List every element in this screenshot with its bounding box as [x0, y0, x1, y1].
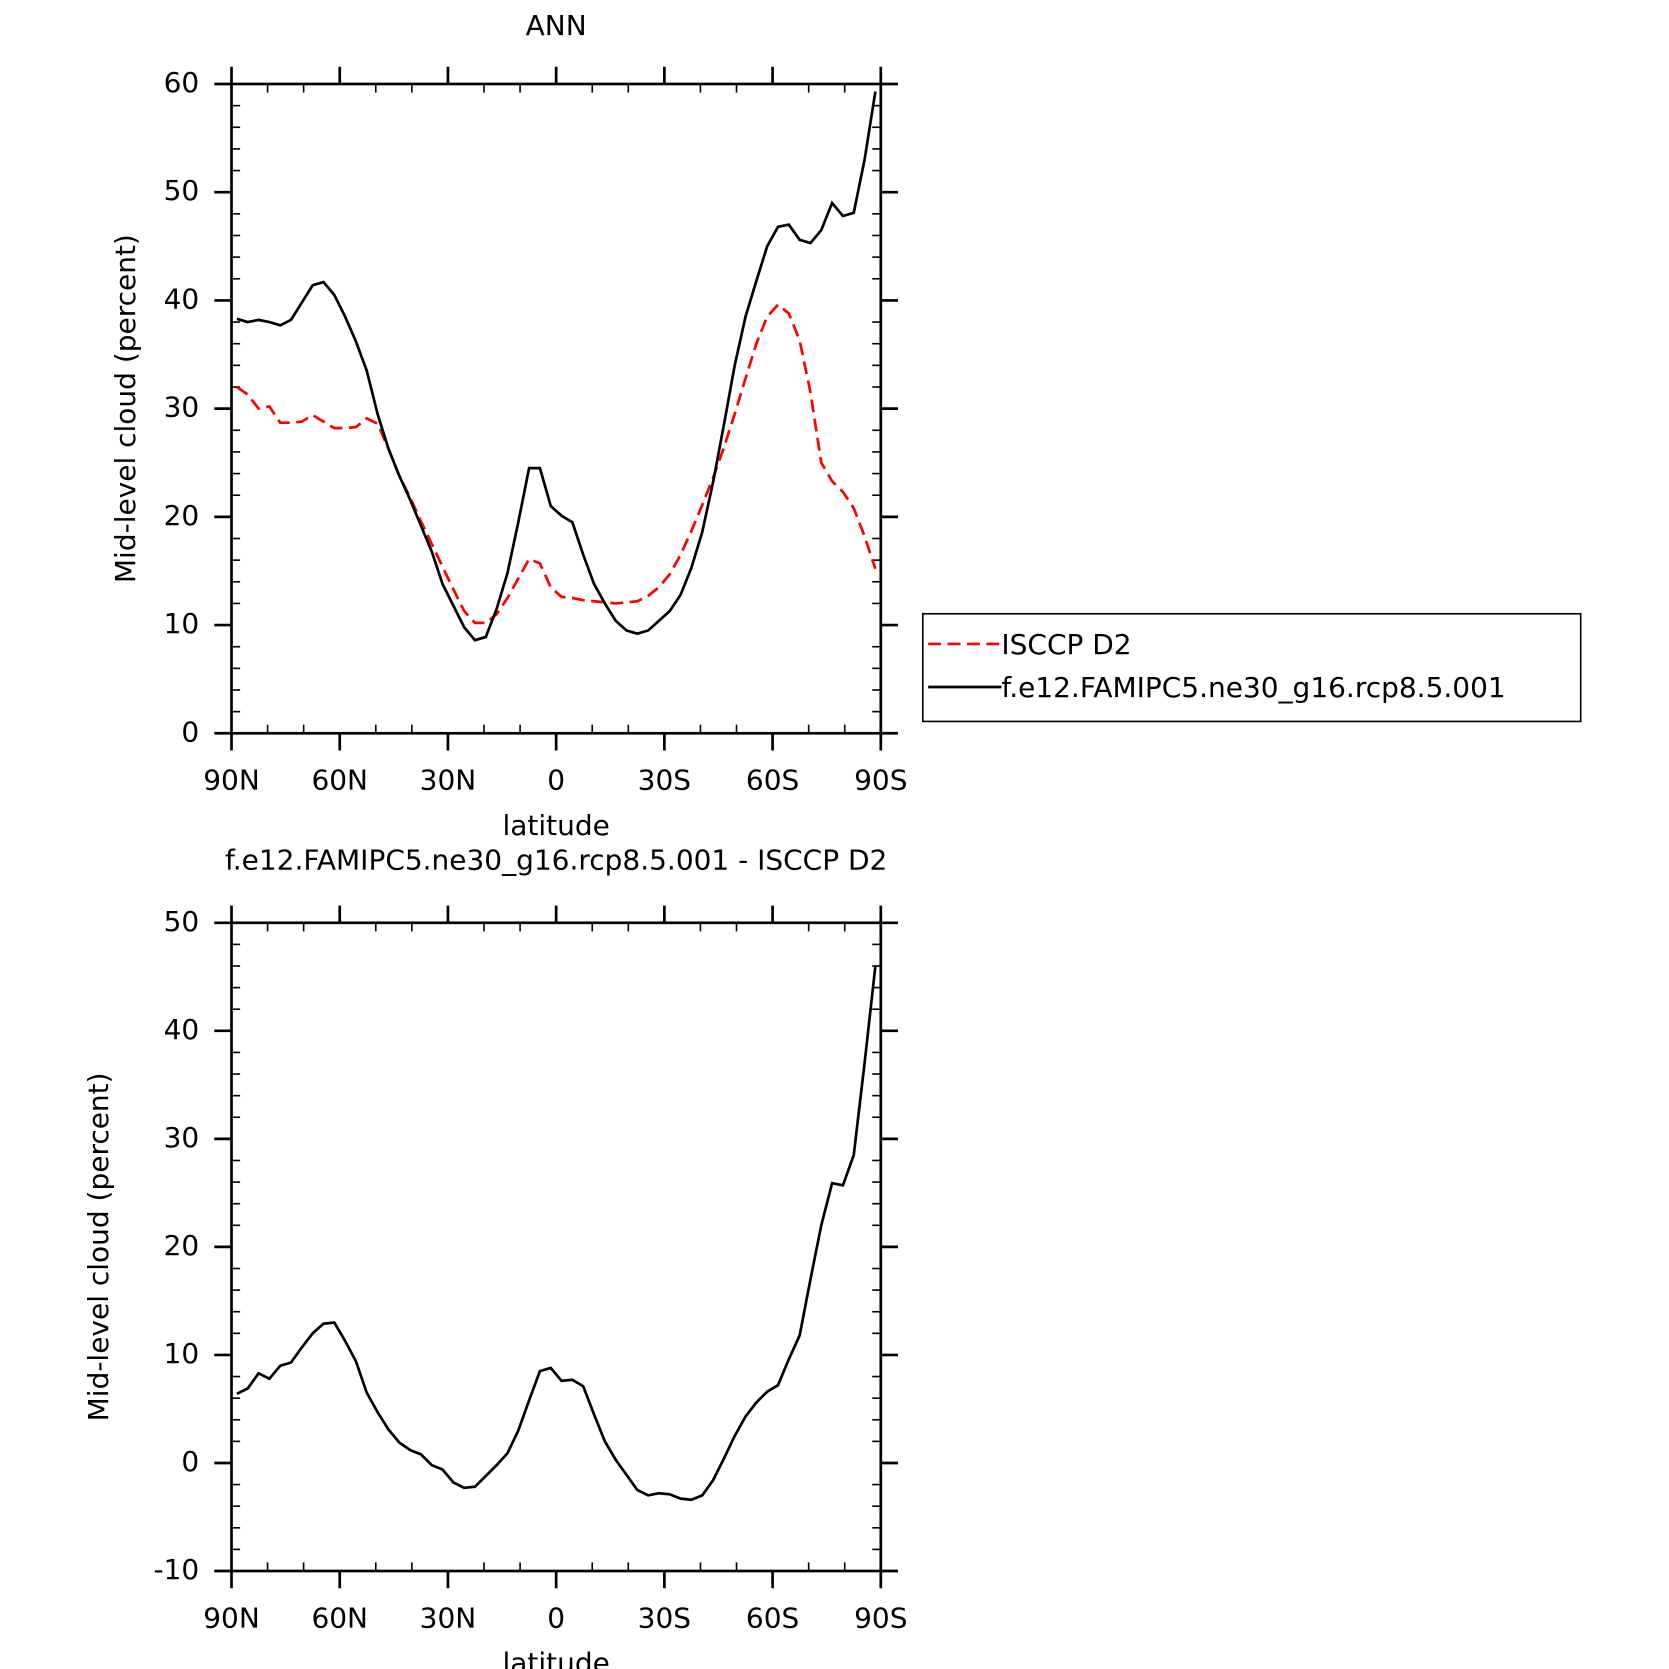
- y-tick-label: 10: [164, 1337, 200, 1370]
- legend-label: ISCCP D2: [1001, 628, 1131, 661]
- x-tick-label: 90S: [854, 1601, 907, 1634]
- data-line: [236, 91, 877, 642]
- y-axis-label: Mid-level cloud (percent): [82, 1072, 115, 1421]
- x-tick-label: 90N: [203, 764, 260, 797]
- x-tick-label: 30N: [420, 1601, 477, 1634]
- data-line: [236, 302, 877, 625]
- y-tick-label: 60: [164, 66, 200, 99]
- axes: f.e12.FAMIPC5.ne30_g16.rcp8.5.001 - ISCC…: [82, 843, 907, 1669]
- y-tick-label: 40: [164, 282, 200, 315]
- plot-frame: [230, 921, 883, 1573]
- x-tick-label: 30N: [420, 764, 477, 797]
- x-axis-label: latitude: [502, 809, 609, 842]
- x-tick-label: 90S: [854, 764, 907, 797]
- y-tick-label: 20: [164, 499, 200, 532]
- data-line: [236, 965, 877, 1502]
- x-tick-label: 90N: [203, 1601, 260, 1634]
- chart-title: f.e12.FAMIPC5.ne30_g16.rcp8.5.001 - ISCC…: [225, 843, 887, 876]
- y-tick-label: 30: [164, 391, 200, 424]
- y-tick-label: 50: [164, 905, 200, 938]
- y-tick-label: 30: [164, 1121, 200, 1154]
- x-tick-label: 60N: [311, 764, 368, 797]
- plot-frame: [230, 82, 883, 735]
- x-tick-label: 30S: [638, 1601, 691, 1634]
- legend-box: [921, 612, 1582, 723]
- x-tick-label: 0: [547, 1601, 565, 1634]
- legend-label: f.e12.FAMIPC5.ne30_g16.rcp8.5.001: [1001, 671, 1505, 704]
- y-tick-label: 10: [164, 607, 200, 640]
- y-tick-label: 40: [164, 1013, 200, 1046]
- y-tick-label: 0: [181, 1445, 199, 1478]
- x-axis-label: latitude: [502, 1647, 609, 1669]
- y-tick-label: 0: [181, 715, 199, 748]
- x-tick-label: 0: [547, 764, 565, 797]
- legend: ISCCP D2 f.e12.FAMIPC5.ne30_g16.rcp8.5.00…: [921, 612, 1582, 723]
- y-axis-label: Mid-level cloud (percent): [109, 234, 142, 583]
- x-tick-label: 60N: [311, 1601, 368, 1634]
- x-tick-label: 60S: [746, 764, 799, 797]
- y-tick-label: -10: [153, 1553, 199, 1586]
- y-tick-label: 20: [164, 1229, 200, 1262]
- axes: ANN latitude Mid-level cloud (percent) 0 10 2…: [109, 9, 907, 842]
- chart-title: ANN: [526, 9, 587, 42]
- x-tick-label: 60S: [746, 1601, 799, 1634]
- y-tick-label: 50: [164, 174, 200, 207]
- x-tick-label: 30S: [638, 764, 691, 797]
